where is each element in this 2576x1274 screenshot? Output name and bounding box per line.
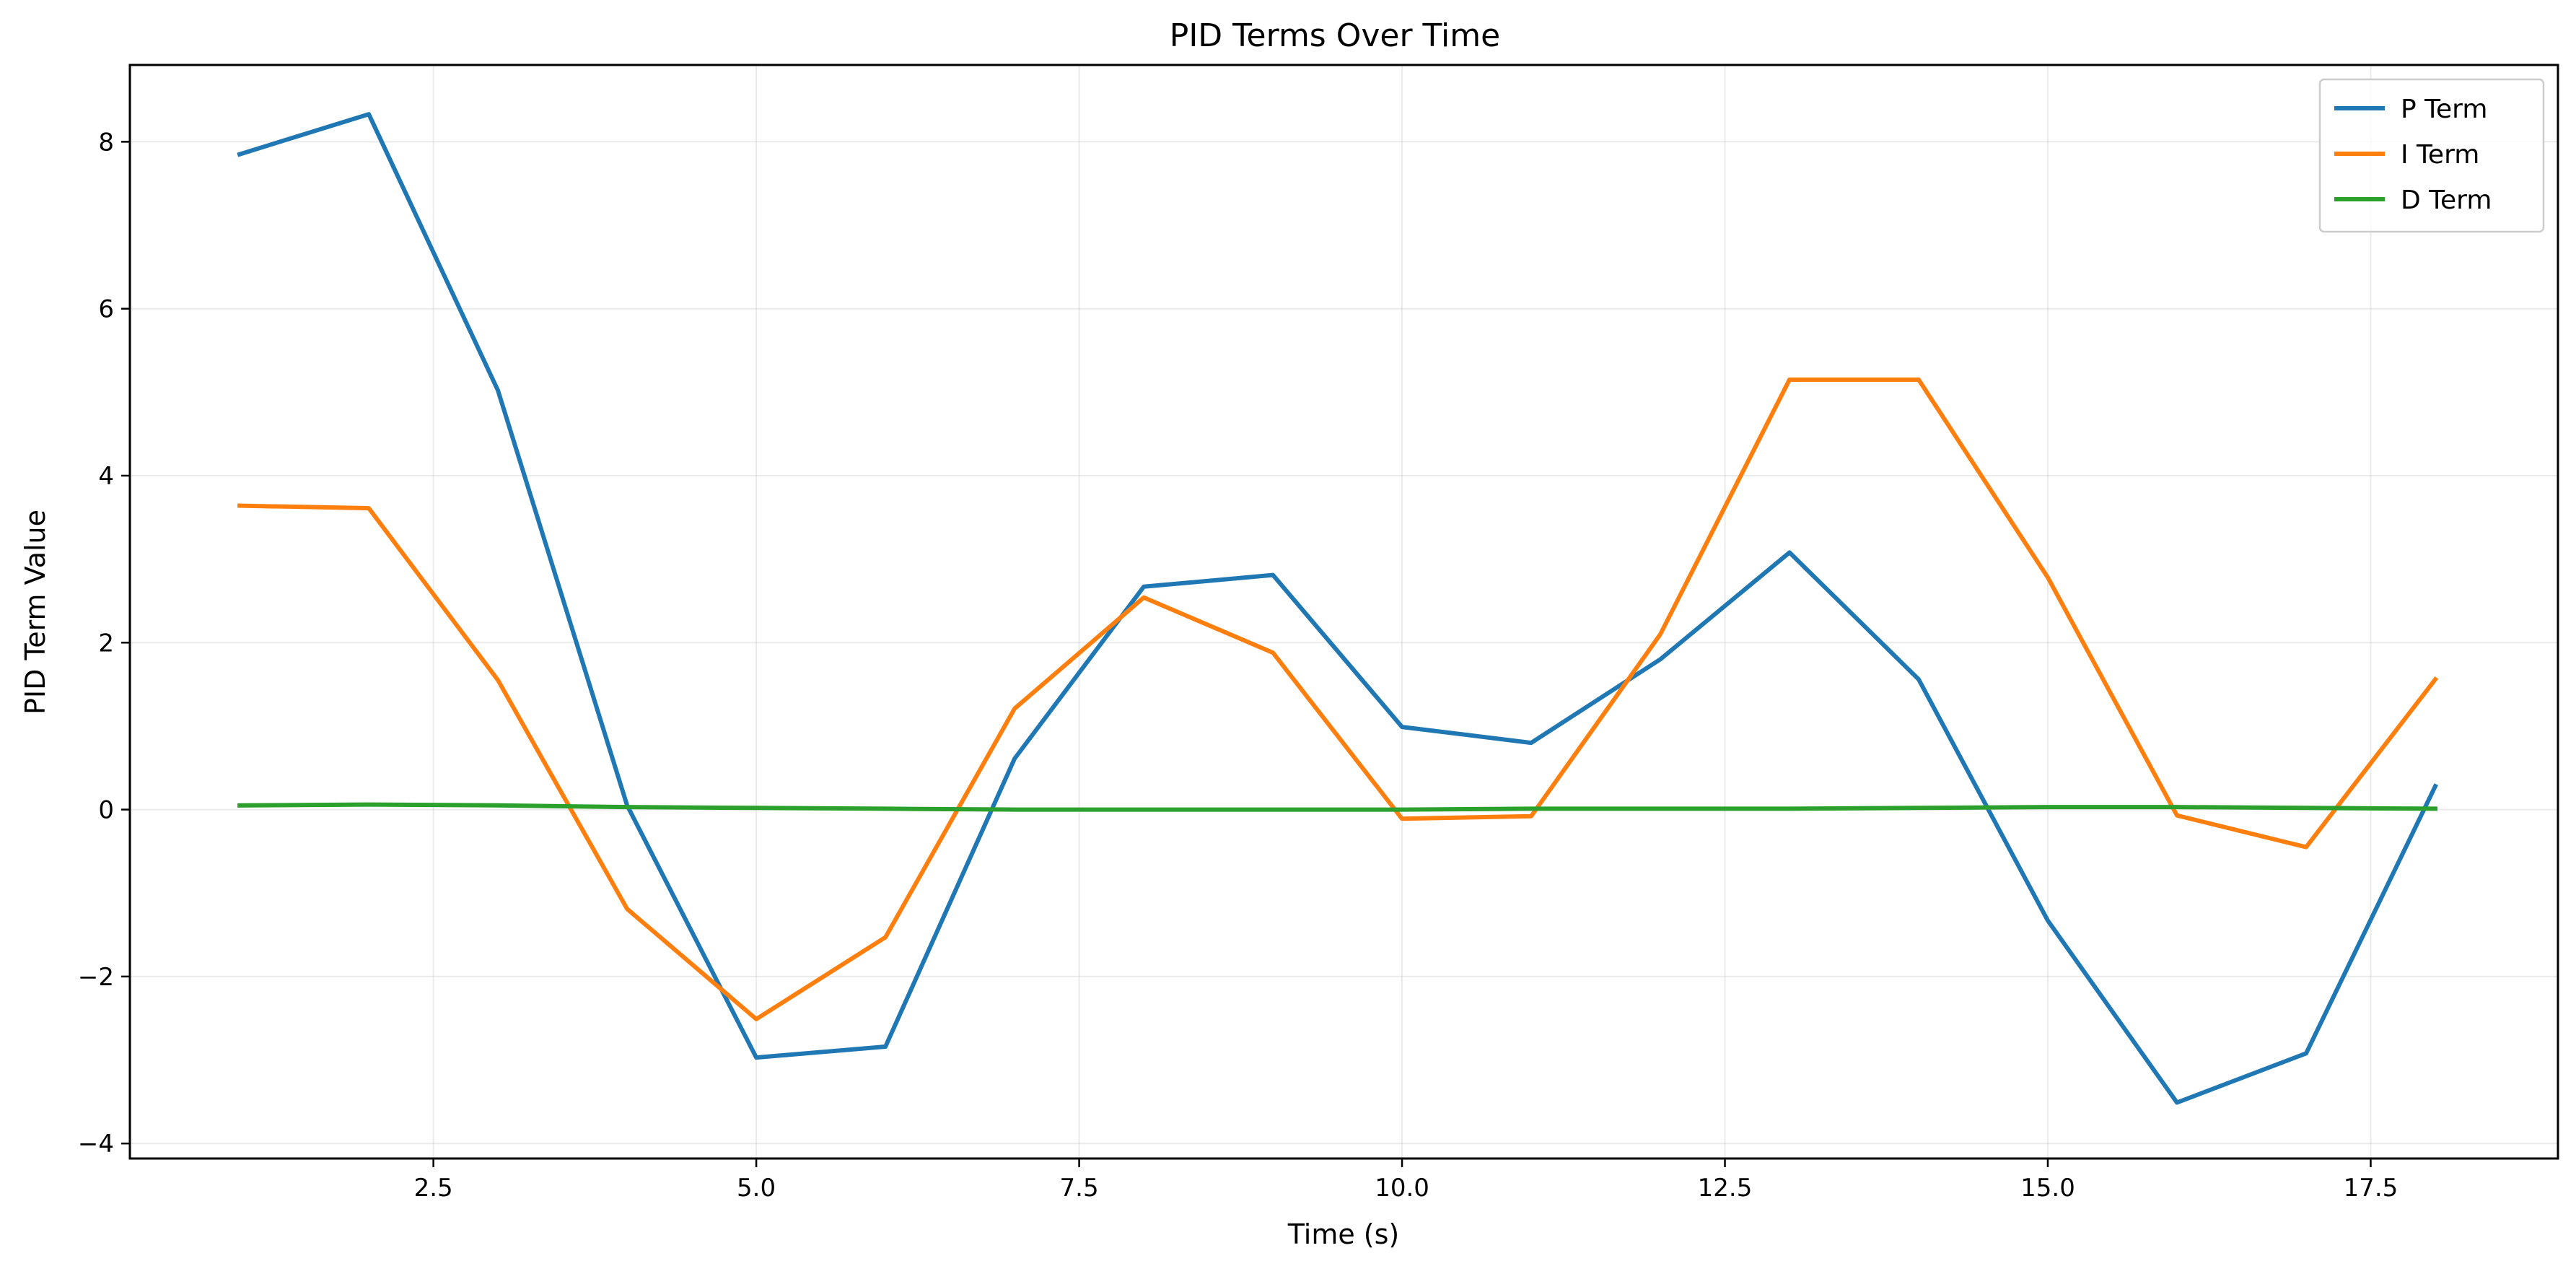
y-tick-label: 2 [98,629,114,658]
y-tick-label: 8 [98,128,114,157]
legend-label-i-term: I Term [2401,140,2479,170]
legend-label-d-term: D Term [2401,186,2492,215]
x-tick-label: 10.0 [1375,1174,1429,1203]
legend-box [2318,78,2545,233]
x-tick-label: 2.5 [414,1174,453,1203]
x-tick-label: 17.5 [2344,1174,2398,1203]
x-tick-label: 7.5 [1060,1174,1099,1203]
y-tick-label: −2 [78,963,114,992]
plot-frame [128,64,2559,1160]
series-line-d-term [237,802,2438,812]
x-tick-label: 15.0 [2020,1174,2075,1203]
series-line-p-term [237,112,2439,1105]
y-axis-ticks: −4 −2 0 2 4 6 8 [78,128,130,1159]
series-lines [237,112,2439,1105]
x-tick-label: 12.5 [1698,1174,1753,1203]
series-line-i-term [237,378,2439,1021]
x-tick-label: 5.0 [737,1174,776,1203]
x-axis-label: Time (s) [1287,1218,1400,1250]
x-axis-ticks: 2.5 5.0 7.5 10.0 12.5 15.0 17.5 [414,1159,2398,1203]
y-tick-label: 6 [98,295,114,324]
legend-label-p-term: P Term [2401,95,2487,124]
grid [130,65,2558,1159]
chart-title: PID Terms Over Time [1170,17,1500,54]
legend: P Term I Term D Term [2318,78,2545,233]
y-tick-label: −4 [78,1130,114,1159]
y-tick-label: 0 [98,796,114,825]
y-axis-label: PID Term Value [19,510,51,715]
y-tick-label: 4 [98,462,114,491]
